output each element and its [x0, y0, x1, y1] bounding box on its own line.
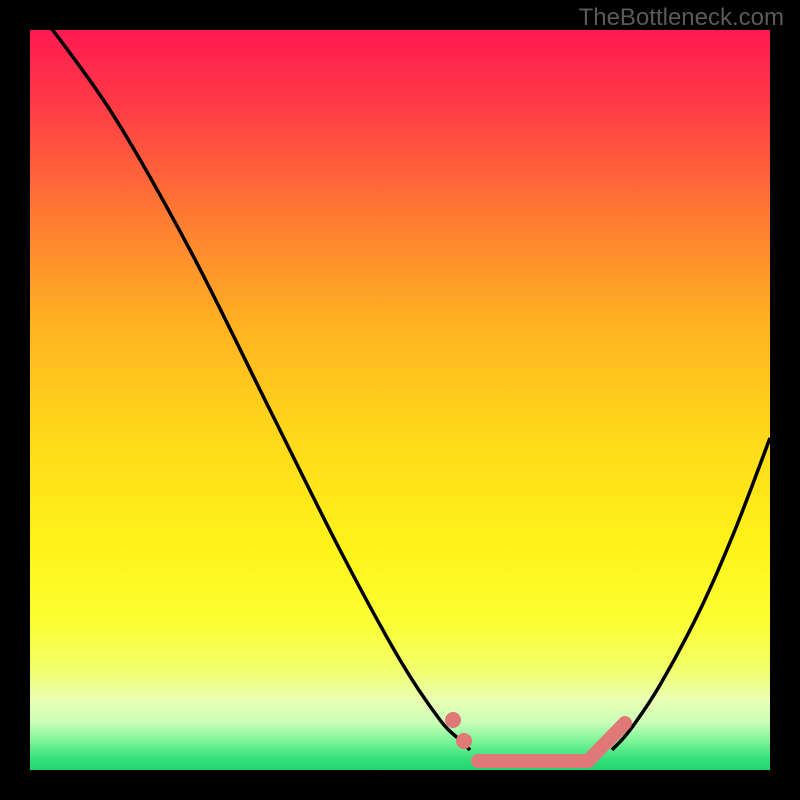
- chart-svg: [30, 30, 770, 770]
- watermark-text: TheBottleneck.com: [579, 4, 784, 32]
- chart-area: [30, 30, 770, 770]
